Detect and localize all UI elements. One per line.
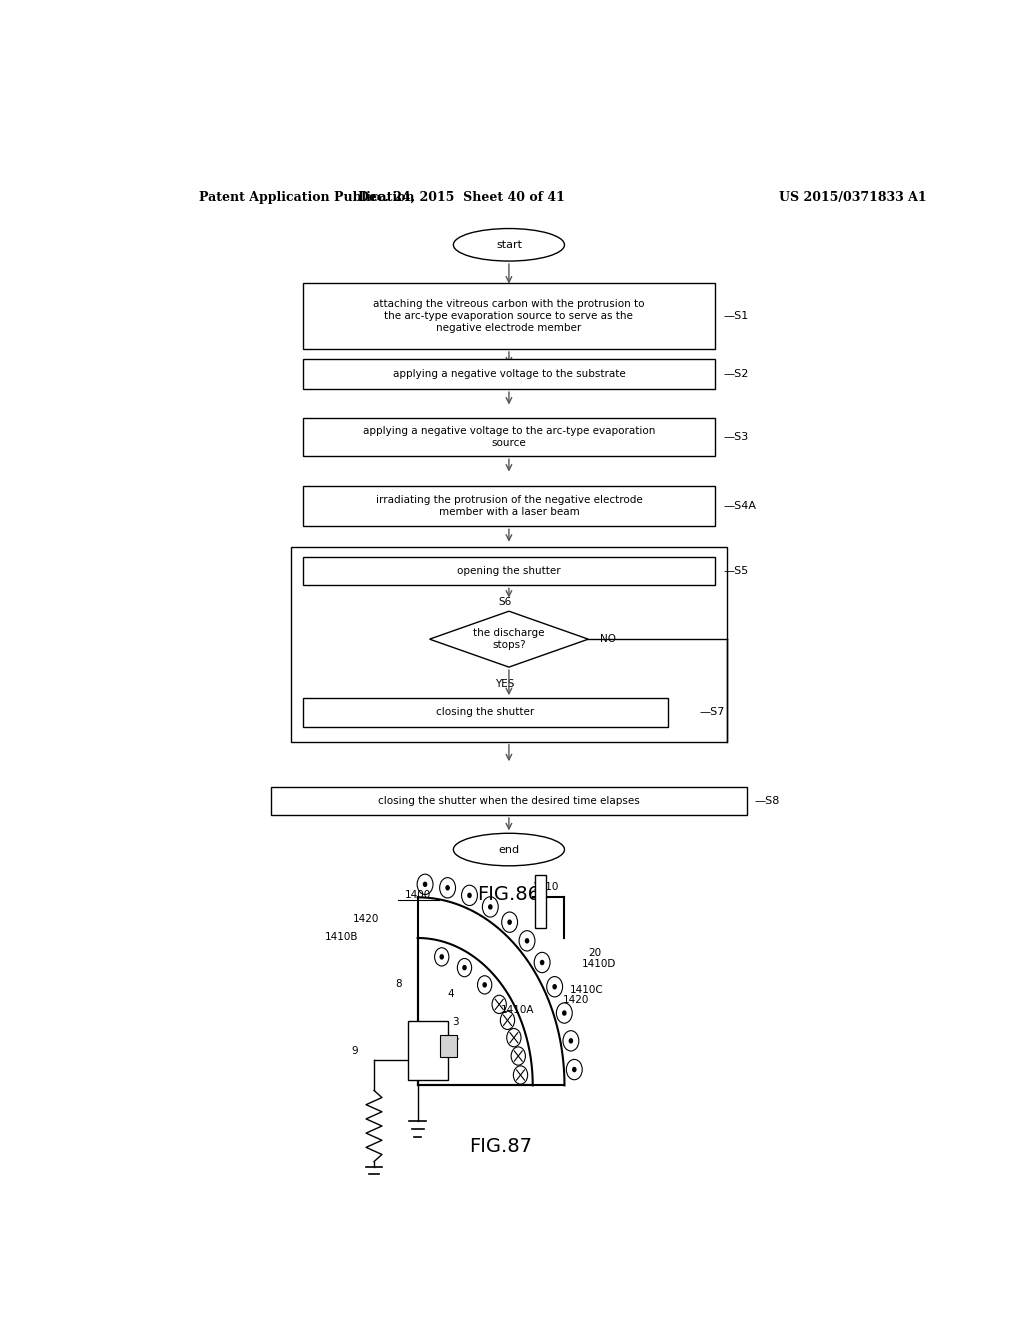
- Text: irradiating the protrusion of the negative electrode
member with a laser beam: irradiating the protrusion of the negati…: [376, 495, 642, 517]
- Text: —S4A: —S4A: [723, 502, 756, 511]
- Text: Dec. 24, 2015  Sheet 40 of 41: Dec. 24, 2015 Sheet 40 of 41: [357, 191, 565, 203]
- Text: NO: NO: [600, 634, 616, 644]
- Text: 1410: 1410: [532, 882, 559, 892]
- Circle shape: [572, 1068, 575, 1072]
- Text: 1410D: 1410D: [582, 960, 616, 969]
- FancyBboxPatch shape: [270, 787, 748, 814]
- Text: Patent Application Publication: Patent Application Publication: [200, 191, 415, 203]
- Text: 9: 9: [351, 1045, 358, 1056]
- Text: 7: 7: [452, 1038, 459, 1048]
- Circle shape: [446, 886, 450, 890]
- Text: 4: 4: [447, 989, 454, 999]
- FancyBboxPatch shape: [303, 486, 715, 527]
- FancyBboxPatch shape: [303, 282, 715, 348]
- Ellipse shape: [454, 833, 564, 866]
- Circle shape: [488, 906, 492, 909]
- Text: YES: YES: [496, 680, 515, 689]
- Circle shape: [569, 1039, 572, 1043]
- Circle shape: [508, 920, 511, 924]
- Text: 1410A: 1410A: [501, 1005, 535, 1015]
- Text: 20: 20: [588, 948, 601, 958]
- Circle shape: [463, 966, 466, 970]
- Text: —S2: —S2: [723, 368, 749, 379]
- Circle shape: [468, 894, 471, 898]
- Text: —S8: —S8: [755, 796, 780, 805]
- Ellipse shape: [454, 228, 564, 261]
- Text: US 2015/0371833 A1: US 2015/0371833 A1: [778, 191, 927, 203]
- Text: 8: 8: [395, 978, 401, 989]
- Text: —S3: —S3: [723, 432, 749, 442]
- Circle shape: [553, 985, 556, 989]
- Text: applying a negative voltage to the substrate: applying a negative voltage to the subst…: [392, 368, 626, 379]
- Text: 3: 3: [452, 1018, 459, 1027]
- Circle shape: [440, 954, 443, 958]
- Text: S6: S6: [499, 597, 512, 607]
- Text: end: end: [499, 845, 519, 854]
- Text: start: start: [496, 240, 522, 249]
- FancyBboxPatch shape: [303, 557, 715, 585]
- Text: —S5: —S5: [723, 566, 749, 576]
- Text: —S7: —S7: [699, 708, 725, 717]
- Text: 1420: 1420: [563, 995, 589, 1005]
- Text: applying a negative voltage to the arc-type evaporation
source: applying a negative voltage to the arc-t…: [362, 426, 655, 447]
- Text: closing the shutter when the desired time elapses: closing the shutter when the desired tim…: [378, 796, 640, 805]
- FancyBboxPatch shape: [303, 359, 715, 389]
- Circle shape: [483, 983, 486, 987]
- Circle shape: [541, 961, 544, 965]
- Text: 1410C: 1410C: [570, 985, 604, 995]
- Text: attaching the vitreous carbon with the protrusion to
the arc-type evaporation so: attaching the vitreous carbon with the p…: [373, 300, 645, 333]
- Text: 1400: 1400: [404, 891, 431, 900]
- Text: —S1: —S1: [723, 312, 749, 321]
- FancyBboxPatch shape: [536, 875, 546, 928]
- FancyBboxPatch shape: [303, 698, 668, 726]
- Text: the discharge
stops?: the discharge stops?: [473, 628, 545, 649]
- Circle shape: [525, 939, 528, 942]
- Text: 1420: 1420: [353, 913, 380, 924]
- FancyBboxPatch shape: [303, 417, 715, 457]
- Text: FIG.86: FIG.86: [477, 886, 541, 904]
- Circle shape: [424, 882, 427, 886]
- FancyBboxPatch shape: [440, 1035, 458, 1057]
- Text: opening the shutter: opening the shutter: [457, 566, 561, 576]
- Text: 1410B: 1410B: [325, 932, 358, 942]
- Text: closing the shutter: closing the shutter: [436, 708, 535, 717]
- FancyBboxPatch shape: [409, 1022, 447, 1080]
- Polygon shape: [430, 611, 588, 667]
- Circle shape: [563, 1011, 566, 1015]
- Text: FIG.87: FIG.87: [469, 1137, 532, 1156]
